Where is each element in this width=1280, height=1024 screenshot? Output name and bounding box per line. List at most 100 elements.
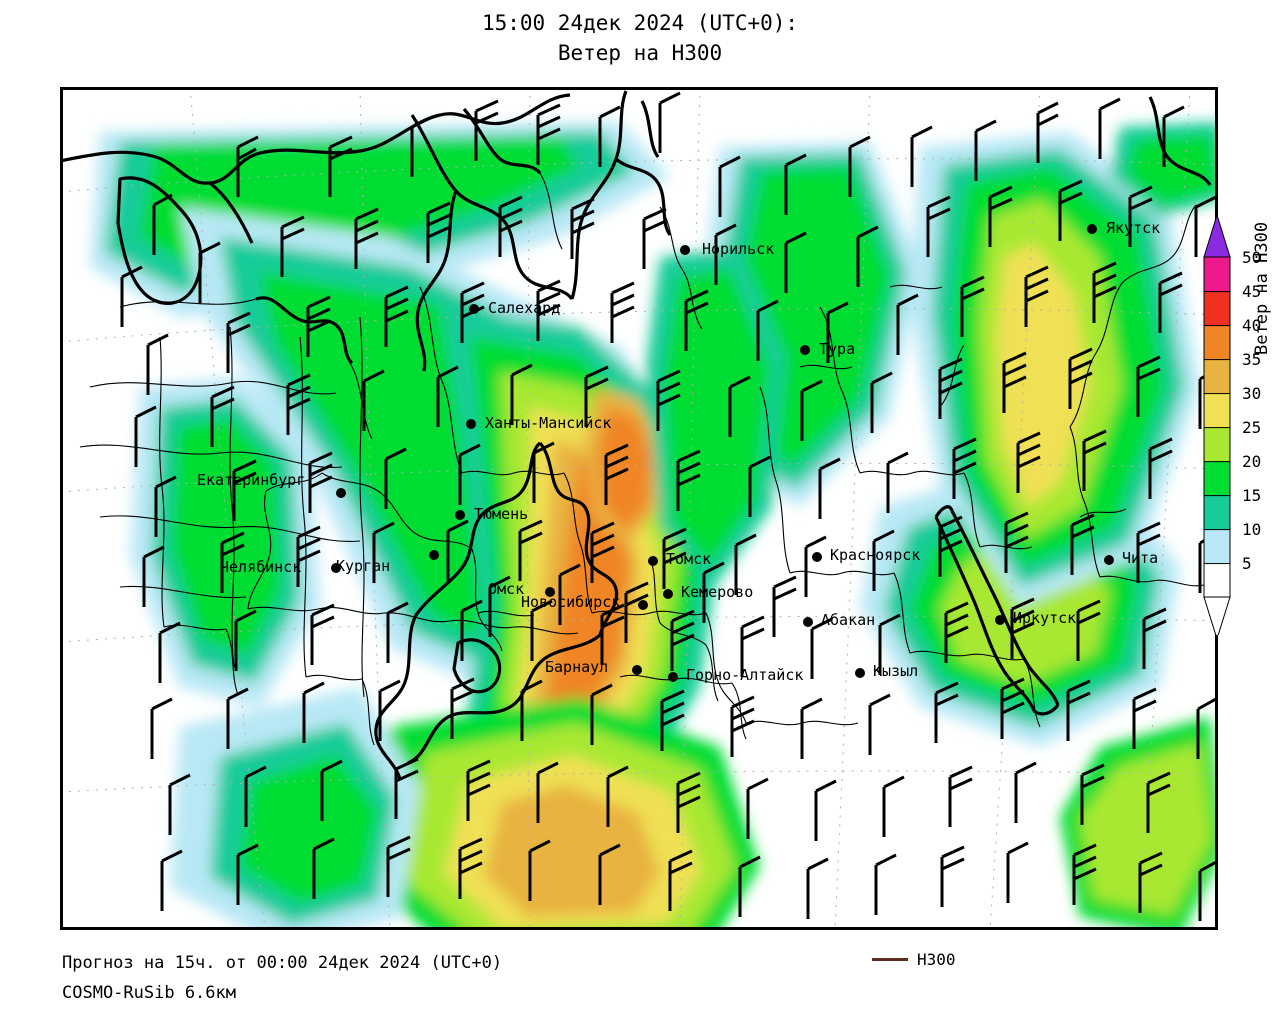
city-dot (466, 419, 476, 429)
wind-barb (154, 475, 177, 537)
city-marker: Омск (488, 580, 555, 598)
wind-barb (1004, 511, 1029, 573)
wind-barb (372, 521, 395, 583)
wind-barb (466, 759, 491, 821)
wind-barb (354, 207, 379, 269)
city-dot (803, 617, 813, 627)
wind-barb (784, 153, 807, 215)
wind-barb (386, 601, 409, 663)
wind-barb (142, 545, 165, 607)
wind-barb (874, 853, 897, 915)
page-title: 15:00 24дек 2024 (UTC+0): Ветер на H300 (0, 8, 1280, 68)
wind-barb (450, 677, 475, 739)
wind-barb (660, 689, 685, 751)
wind-barb (668, 849, 693, 911)
city-label: Красноярск (830, 546, 920, 564)
wind-barb (306, 295, 331, 357)
wind-barb (772, 575, 797, 637)
city-marker: Ханты-Мансийск (466, 414, 611, 432)
city-label: Кызыл (873, 662, 918, 680)
city-marker: Якутск (1087, 219, 1160, 237)
wind-barb (1162, 105, 1185, 167)
wind-barb (988, 185, 1013, 247)
wind-barb (1000, 677, 1025, 739)
city-label: Томск (666, 550, 711, 568)
map-frame (60, 87, 1218, 930)
wind-barb (740, 615, 765, 677)
wind-barb (1058, 179, 1083, 241)
city-label: Салехард (488, 299, 560, 317)
city-label: Новосибирск (521, 593, 620, 611)
wind-barb (670, 609, 695, 671)
lat-lon-grid (60, 87, 1218, 930)
wind-barb (1024, 265, 1049, 327)
colorbar-svg: 5 10 15 20 25 30 35 40 45 50 (1203, 213, 1261, 635)
city-marker: Чита (1104, 549, 1158, 567)
wind-barb (590, 683, 613, 745)
wind-barb (1158, 271, 1183, 333)
city-marker: Иркутск (995, 609, 1076, 627)
wind-barb (1146, 771, 1171, 833)
wind-barb (386, 835, 411, 897)
wind-barb (804, 535, 827, 597)
wind-barb (974, 119, 997, 181)
map-plot-area: Норильск Якутск Салехард Тура Ханты-Мансийск… (60, 87, 1218, 930)
wind-barb (948, 765, 973, 827)
wind-barb (738, 855, 761, 917)
colorbar-tick-label: 30 (1242, 384, 1261, 403)
city-dot (812, 552, 822, 562)
wind-barb (280, 215, 305, 277)
wind-barb (658, 91, 681, 153)
wind-barb (606, 765, 629, 827)
wind-barb (910, 125, 933, 187)
wind-barb (320, 759, 343, 821)
wind-barb (718, 155, 741, 217)
wind-barb (152, 193, 173, 255)
wind-barb (868, 693, 891, 755)
wind-barb (536, 103, 561, 165)
wind-barb (1002, 351, 1027, 413)
city-marker: Красноярск (812, 546, 920, 564)
wind-barb (610, 281, 635, 343)
wind-barb (446, 519, 469, 581)
wind-barb (938, 515, 963, 577)
wind-barb (1092, 261, 1117, 323)
city-label: Курган (336, 557, 390, 575)
wind-barb (570, 197, 595, 259)
colorbar-tick-labels: 5 10 15 20 25 30 35 40 45 50 (1242, 248, 1261, 573)
wind-barb (702, 561, 725, 623)
colorbar-tick-label: 50 (1242, 248, 1261, 267)
city-marker: Норильск (680, 240, 774, 258)
city-label: Барнаул (545, 658, 608, 676)
wind-barb (1036, 101, 1059, 163)
wind-barb (394, 757, 419, 819)
colorbar-axis-label: Ветер на H300 (1252, 221, 1272, 355)
colorbar-band (1203, 426, 1231, 463)
wind-barb (1138, 851, 1163, 913)
wind-barb (474, 99, 499, 161)
wind-barb (584, 365, 609, 427)
city-dot (855, 668, 865, 678)
wind-barb (510, 363, 533, 425)
wind-barb (810, 617, 833, 679)
wind-barb (940, 845, 965, 907)
wind-barb (926, 195, 951, 257)
wind-barb (150, 697, 173, 759)
wind-barb (1010, 597, 1035, 659)
wind-barb (168, 773, 191, 835)
wind-barb (532, 441, 555, 503)
wind-barb (728, 375, 751, 437)
wind-barb (310, 603, 335, 665)
title-line-2: Ветер на H300 (557, 41, 723, 65)
wind-barb (1128, 185, 1153, 247)
wind-barb (656, 369, 681, 431)
city-label: Тюмень (474, 505, 528, 523)
wind-barb (198, 241, 221, 303)
wind-barb (960, 275, 985, 337)
wind-barb (362, 369, 385, 431)
wind-barb (458, 837, 483, 899)
wind-barb (226, 687, 249, 749)
city-layer: Норильск Якутск Салехард Тура Ханты-Мансийск… (197, 219, 1160, 684)
wind-barb (158, 621, 181, 683)
wind-barb (1068, 347, 1093, 409)
